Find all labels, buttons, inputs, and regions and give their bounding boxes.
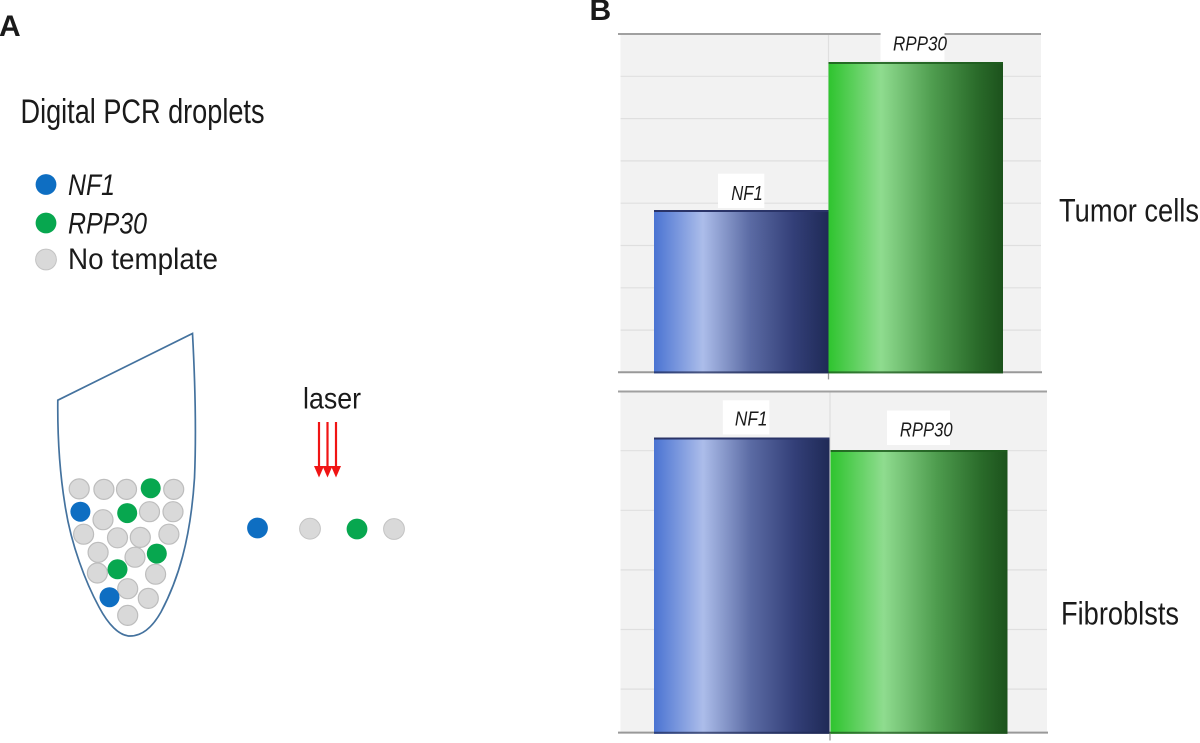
svg-text:No template: No template bbox=[68, 243, 218, 276]
svg-text:NF1: NF1 bbox=[735, 408, 768, 431]
svg-text:laser: laser bbox=[303, 382, 361, 415]
svg-text:A: A bbox=[0, 10, 21, 43]
svg-text:B: B bbox=[590, 0, 612, 27]
svg-text:Tumor cells: Tumor cells bbox=[1059, 192, 1199, 228]
svg-text:NF1: NF1 bbox=[68, 169, 115, 202]
svg-text:Digital PCR droplets: Digital PCR droplets bbox=[21, 93, 265, 131]
svg-text:RPP30: RPP30 bbox=[900, 419, 953, 442]
svg-text:RPP30: RPP30 bbox=[68, 207, 147, 240]
svg-text:NF1: NF1 bbox=[731, 182, 762, 205]
svg-text:RPP30: RPP30 bbox=[893, 32, 947, 55]
svg-text:Fibroblsts: Fibroblsts bbox=[1061, 596, 1179, 632]
